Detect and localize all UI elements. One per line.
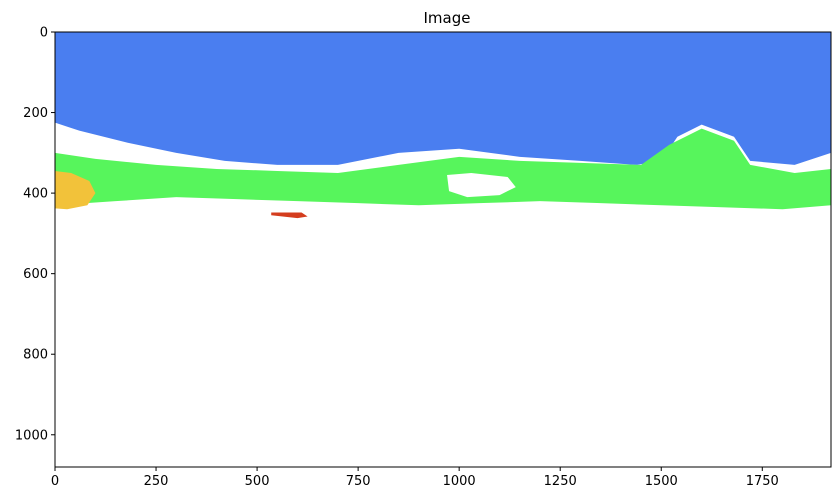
y-tick-label: 800 [23, 348, 48, 363]
x-tick-label: 1500 [645, 474, 678, 489]
x-tick-label: 1250 [544, 474, 577, 489]
region-warm-2 [55, 170, 96, 210]
image-regions [55, 32, 831, 219]
region-vegetation-1 [55, 128, 831, 210]
y-tick-label: 0 [40, 26, 48, 41]
x-tick-label: 500 [245, 474, 270, 489]
y-tick-label: 400 [23, 187, 48, 202]
y-tick-label: 1000 [15, 428, 48, 443]
chart-title: Image [424, 9, 471, 27]
y-axis: 0 200 400 600 800 1000 [15, 26, 55, 443]
hole-background-0 [447, 172, 516, 198]
x-tick-label: 0 [51, 474, 59, 489]
x-tick-label: 250 [144, 474, 169, 489]
x-tick-label: 750 [346, 474, 371, 489]
region-hot-3 [271, 212, 308, 219]
y-tick-label: 200 [23, 106, 48, 121]
x-axis: 0 250 500 750 1000 1250 1500 1750 [51, 467, 779, 489]
y-tick-label: 600 [23, 267, 48, 282]
axes-frame [54, 31, 832, 468]
x-tick-label: 1000 [443, 474, 476, 489]
region-sky-0 [55, 32, 831, 165]
x-tick-label: 1750 [746, 474, 779, 489]
plot-area [54, 31, 832, 468]
